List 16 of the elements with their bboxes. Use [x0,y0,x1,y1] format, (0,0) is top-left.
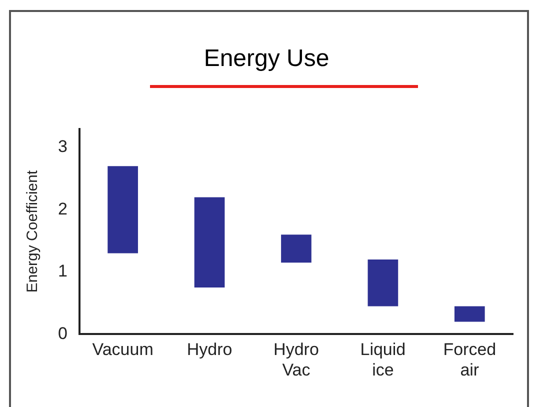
x-tick-label: Hydro Vac [274,340,319,380]
x-tick-label: Vacuum [92,340,154,360]
x-tick-label: Liquid ice [360,340,406,380]
bar [281,234,312,263]
y-tick-label: 1 [58,262,68,281]
y-tick-label: 3 [58,137,68,156]
y-tick-label: 0 [58,324,68,343]
bar [194,197,225,288]
bar [454,306,485,322]
x-tick-label: Forced air [443,340,496,380]
bar [108,166,138,254]
chart-title: Energy Use [204,45,330,72]
y-tick-label: 2 [58,199,68,218]
x-tick-label: Hydro [186,340,232,360]
bar [368,260,398,306]
y-axis-title: Energy Coefficient [24,170,42,293]
